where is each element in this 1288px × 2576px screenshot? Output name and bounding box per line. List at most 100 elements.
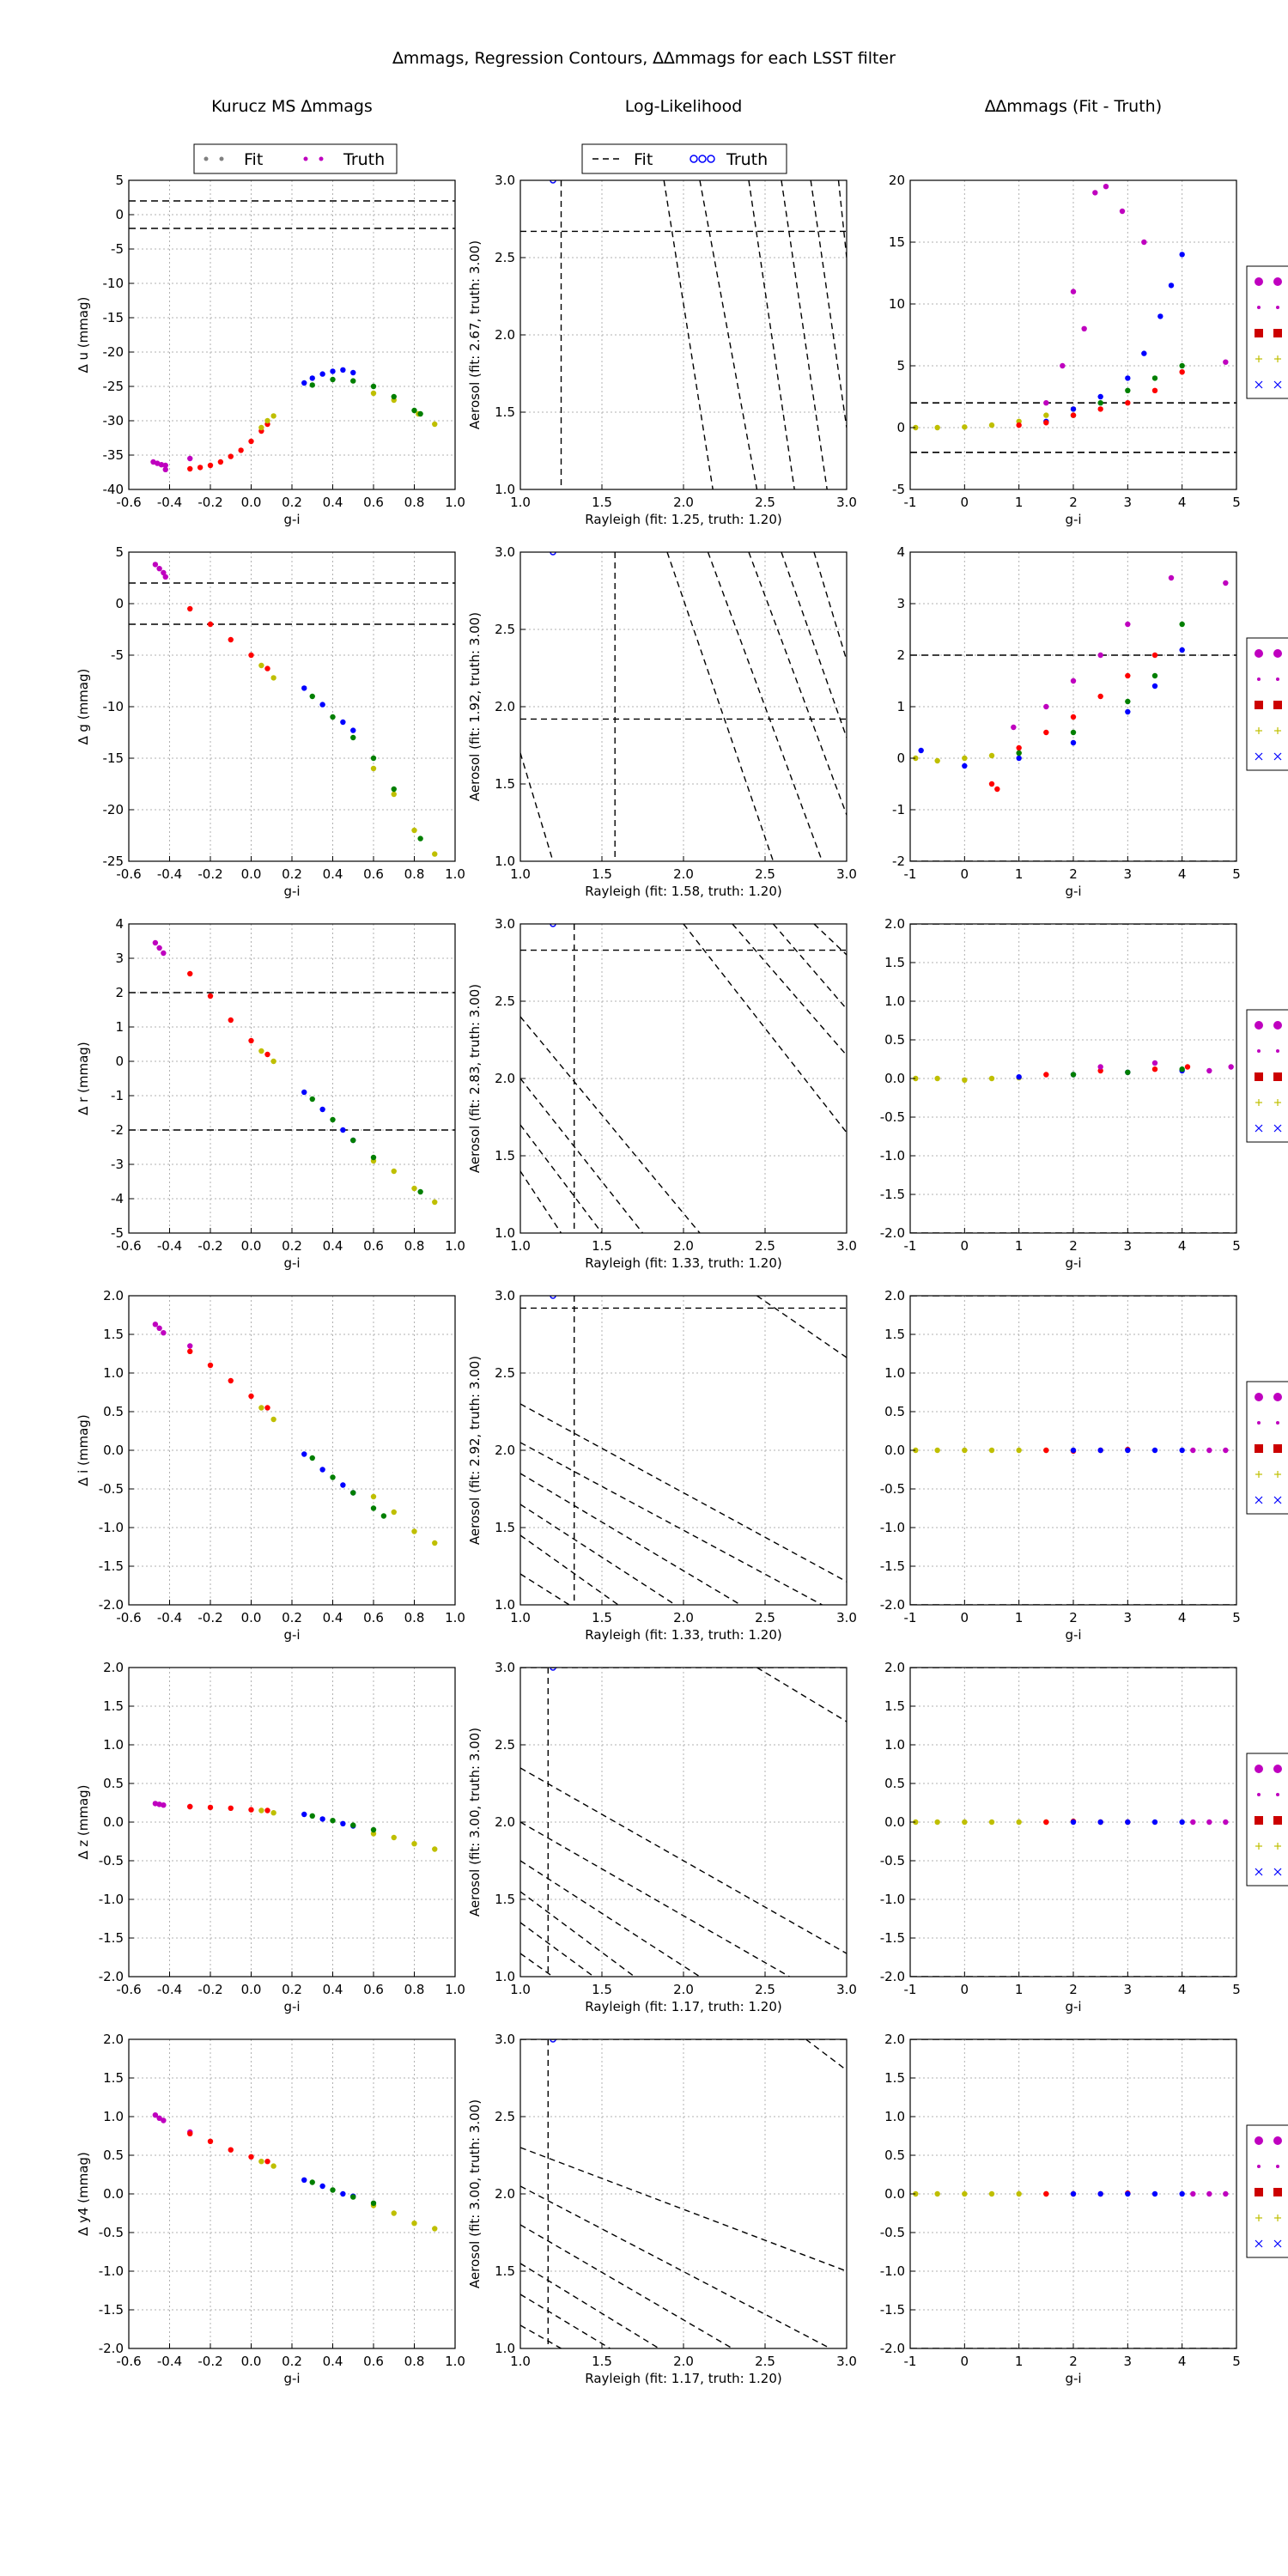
plot-area: [129, 562, 455, 857]
x-tick-label: 0.4: [323, 495, 343, 510]
data-point-red: [207, 621, 214, 628]
data-point-blue: [1168, 283, 1175, 289]
data-point-blue: [1141, 350, 1147, 356]
data-point-green: [309, 1096, 315, 1103]
y-tick-label: -0.5: [880, 2225, 905, 2240]
contour-line: [520, 2293, 611, 2348]
x-axis-label: g-i: [1065, 1627, 1081, 1643]
contour-line: [772, 924, 847, 1010]
data-point-magenta: [1223, 1447, 1229, 1454]
panel-i-left: -0.6 -0.4 -0.2 0.0 0.2 0.4 0.6 0.8 1.0 -2.0 -1.5 -1…: [76, 1288, 465, 1643]
legend-marker-circle: [1255, 1021, 1263, 1030]
data-point-red: [207, 1804, 214, 1811]
data-point-yellow: [411, 827, 417, 834]
y-tick-label: 3: [115, 951, 124, 966]
data-point-red: [1184, 1064, 1191, 1070]
data-point-yellow: [913, 1447, 919, 1454]
y-tick-label: -0.5: [880, 1481, 905, 1497]
y-tick-label: -0.5: [99, 1853, 124, 1868]
legend-truth-marker: [698, 155, 707, 163]
data-point-blue: [1125, 1447, 1131, 1454]
data-point-blue: [1070, 739, 1077, 746]
x-axis-label: g-i: [1065, 1255, 1081, 1271]
x-tick-label: 2.5: [755, 2354, 775, 2369]
data-point-green: [309, 2179, 315, 2185]
data-point-red: [1097, 1067, 1103, 1074]
contour-line: [520, 1124, 603, 1233]
panel-i-middle: 1.0 1.5 2.0 2.5 3.0 1.0 1.5 2.0 2.5 3.0 Rayleigh (…: [467, 1288, 857, 1643]
x-tick-label: 0.2: [282, 1982, 302, 1997]
data-point-magenta: [1206, 1447, 1212, 1454]
data-point-red: [187, 465, 193, 472]
data-point-green: [1179, 362, 1185, 369]
x-tick-label: -0.2: [197, 866, 222, 882]
y-tick-label: -2.0: [880, 1597, 905, 1613]
data-point-yellow: [962, 1077, 968, 1084]
data-point-green: [370, 1154, 377, 1161]
data-point-red: [1043, 729, 1049, 736]
data-point-yellow: [432, 1846, 438, 1852]
x-tick-label: -0.2: [197, 495, 222, 510]
y-axis-label: ∆ r (mmag): [76, 1042, 91, 1115]
x-tick-label: 1.0: [445, 1982, 465, 1997]
y-tick-label: 1.5: [495, 404, 515, 420]
data-point-red: [228, 453, 234, 459]
y-tick-label: -10: [103, 699, 125, 714]
y-axis-label: ∆ z (mmag): [76, 1784, 91, 1860]
data-point-yellow: [270, 1058, 276, 1065]
data-point-magenta: [1190, 1447, 1196, 1454]
legend-marker-square: [1255, 1072, 1263, 1081]
data-point-yellow: [391, 1168, 397, 1175]
data-point-red: [994, 786, 1000, 793]
legend-marker-dot: [1257, 2165, 1261, 2168]
data-point-magenta: [1223, 359, 1229, 365]
data-point-blue: [1097, 393, 1103, 400]
x-tick-label: 1: [1015, 495, 1024, 510]
data-point-red: [1043, 420, 1049, 426]
data-point-yellow: [913, 1075, 919, 1082]
x-tick-label: 3.0: [836, 866, 857, 882]
x-tick-label: 1.0: [510, 1610, 531, 1625]
x-tick-label: 0.6: [363, 866, 384, 882]
data-point-blue: [350, 727, 356, 733]
data-point-blue: [319, 1467, 325, 1473]
x-tick-label: 0: [961, 1610, 969, 1625]
data-point-green: [1179, 621, 1185, 628]
y-axis-label: ∆ y4 (mmag): [76, 2152, 91, 2237]
x-tick-label: 0.4: [323, 1610, 343, 1625]
y-tick-label: 1: [896, 699, 905, 714]
x-tick-label: 1: [1015, 2354, 1024, 2369]
data-point-green: [1070, 1072, 1077, 1078]
data-point-red: [1151, 1066, 1158, 1072]
data-point-yellow: [934, 2190, 940, 2197]
data-point-magenta: [1206, 2190, 1212, 2197]
legend-marker-dot: [1276, 1049, 1279, 1053]
column-title-right: ∆∆mmags (Fit - Truth): [984, 97, 1162, 116]
legend-right: [1246, 1753, 1288, 1886]
data-point-red: [1043, 1447, 1049, 1454]
data-point-red: [187, 1803, 193, 1810]
y-tick-label: -20: [103, 344, 125, 360]
y-tick-label: 1.0: [884, 1365, 905, 1381]
data-point-blue: [319, 371, 325, 377]
x-tick-label: 1.0: [510, 866, 531, 882]
plot-area: [129, 939, 455, 1206]
x-tick-label: 0.2: [282, 1238, 302, 1254]
data-point-blue: [962, 762, 968, 769]
x-axis-label: g-i: [1065, 1999, 1081, 2014]
data-point-yellow: [988, 2190, 995, 2197]
data-point-red: [264, 1405, 270, 1411]
truth-marker: [550, 1668, 556, 1671]
data-point-red: [1125, 672, 1131, 679]
data-point-green: [350, 1490, 356, 1496]
plot-area: [910, 1296, 1236, 1605]
data-point-green: [370, 1826, 377, 1833]
data-point-magenta: [1097, 652, 1103, 659]
data-point-yellow: [411, 1528, 417, 1534]
y-tick-label: 0.0: [103, 1443, 124, 1458]
y-tick-label: 1.0: [103, 1365, 124, 1381]
contour-line: [520, 1442, 823, 1605]
x-tick-label: 2.0: [673, 2354, 694, 2369]
legend-left: Fit Truth: [193, 143, 398, 174]
legend-marker-x: [1255, 380, 1263, 389]
